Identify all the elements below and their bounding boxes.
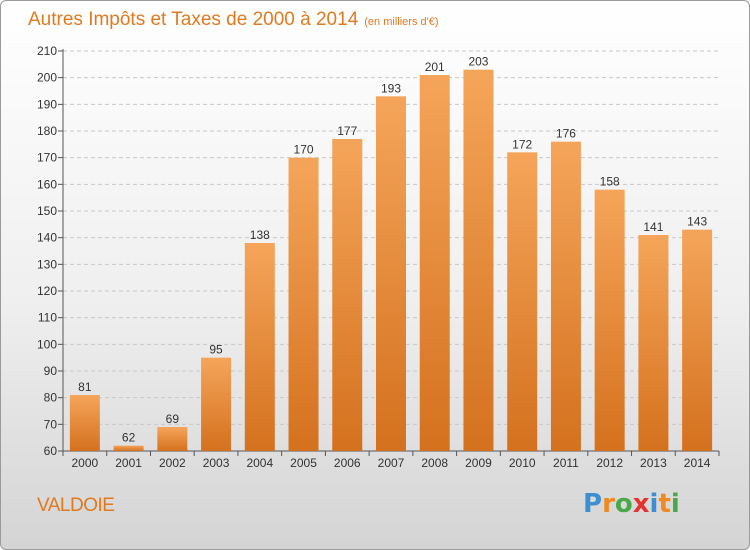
bar-2008 bbox=[419, 75, 450, 451]
data-label-2010: 172 bbox=[512, 137, 532, 151]
data-label-2004: 138 bbox=[250, 228, 270, 242]
data-label-2001: 62 bbox=[122, 431, 136, 445]
logo-letter: x bbox=[632, 489, 650, 519]
data-label-2003: 95 bbox=[209, 343, 223, 357]
y-tick-label: 140 bbox=[37, 231, 57, 245]
x-tick-labels: 2000 2001 2002 2003 2004 2005 2006 2007 2008 2009… bbox=[72, 456, 711, 470]
bar-2011 bbox=[550, 141, 581, 451]
x-tick-label: 2007 bbox=[378, 456, 405, 470]
data-label-2011: 176 bbox=[556, 127, 576, 141]
logo-letter: i bbox=[670, 489, 680, 519]
y-tick-label: 70 bbox=[44, 417, 58, 431]
bar-2003 bbox=[201, 357, 232, 451]
logo-letter: o bbox=[614, 489, 633, 519]
bar-2000 bbox=[69, 395, 100, 451]
chart-title: Autres Impôts et Taxes de 2000 à 2014 (en… bbox=[28, 9, 439, 31]
y-tick-label: 190 bbox=[37, 97, 57, 111]
chart-unit: (en milliers d'€) bbox=[364, 16, 439, 28]
bar-2001 bbox=[113, 445, 144, 451]
bar-2006 bbox=[332, 139, 363, 451]
y-tick-label: 150 bbox=[37, 204, 57, 218]
data-label-2005: 170 bbox=[294, 143, 314, 157]
logo-letter: P bbox=[583, 489, 603, 519]
y-tick-label: 100 bbox=[37, 337, 57, 351]
bar-2014 bbox=[682, 229, 713, 451]
y-tick-label: 160 bbox=[37, 177, 57, 191]
y-tick-label: 180 bbox=[37, 124, 57, 138]
data-label-2012: 158 bbox=[600, 175, 620, 189]
y-tick-label: 110 bbox=[38, 311, 57, 325]
x-tick-label: 2010 bbox=[509, 456, 536, 470]
x-tick-label: 2003 bbox=[203, 456, 230, 470]
y-tick-label: 200 bbox=[37, 71, 57, 85]
logo-letter: r bbox=[602, 489, 615, 519]
y-tick-label: 170 bbox=[37, 151, 57, 165]
y-tick-label: 120 bbox=[37, 284, 57, 298]
bar-2005 bbox=[288, 157, 319, 451]
bar-2012 bbox=[594, 189, 625, 451]
chart-title-text: Autres Impôts et Taxes de 2000 à 2014 bbox=[28, 9, 359, 30]
data-label-2008: 201 bbox=[425, 60, 445, 74]
data-label-2014: 143 bbox=[687, 215, 707, 229]
bar-2002 bbox=[157, 427, 188, 451]
y-tick-label: 80 bbox=[44, 391, 58, 405]
bar-2004 bbox=[244, 243, 275, 451]
y-tick-label: 90 bbox=[44, 364, 58, 378]
x-tick-label: 2013 bbox=[640, 456, 667, 470]
x-tick-label: 2001 bbox=[115, 456, 142, 470]
x-tick-label: 2012 bbox=[596, 456, 623, 470]
y-tick-label: 60 bbox=[44, 444, 58, 458]
data-label-2009: 203 bbox=[468, 55, 488, 69]
data-labels: 81 62 69 95 138 170 177 193 201 203 172 176 158 141 14… bbox=[78, 55, 707, 445]
x-tick-label: 2004 bbox=[246, 456, 273, 470]
data-label-2007: 193 bbox=[381, 81, 401, 95]
x-tick-label: 2000 bbox=[72, 456, 99, 470]
bar-2007 bbox=[376, 96, 406, 451]
logo-letter: i bbox=[649, 489, 659, 519]
logo-letter: t bbox=[658, 489, 671, 519]
data-label-2000: 81 bbox=[78, 380, 92, 394]
x-tick-label: 2005 bbox=[290, 456, 317, 470]
bar-2009 bbox=[463, 69, 494, 452]
data-label-2006: 177 bbox=[337, 124, 357, 138]
bar-2010 bbox=[507, 152, 538, 452]
x-tick-label: 2006 bbox=[334, 456, 361, 470]
y-tick-label: 210 bbox=[37, 44, 57, 58]
bars bbox=[69, 69, 713, 452]
x-tick-label: 2008 bbox=[421, 456, 448, 470]
y-tick-label: 130 bbox=[37, 257, 57, 271]
x-tick-label: 2014 bbox=[684, 456, 711, 470]
city-label: VALDOIE bbox=[37, 495, 115, 516]
bar-2013 bbox=[638, 235, 669, 451]
x-tick-label: 2002 bbox=[159, 456, 186, 470]
x-tick-label: 2009 bbox=[465, 456, 492, 470]
data-label-2002: 69 bbox=[166, 412, 180, 426]
proxiti-logo: Proxiti bbox=[583, 489, 680, 519]
x-tick-label: 2011 bbox=[553, 456, 579, 470]
data-label-2013: 141 bbox=[643, 220, 663, 234]
y-tick-labels: 60 70 80 90 100 110 120 130 140 150 160 170 180 190 20… bbox=[37, 44, 57, 458]
